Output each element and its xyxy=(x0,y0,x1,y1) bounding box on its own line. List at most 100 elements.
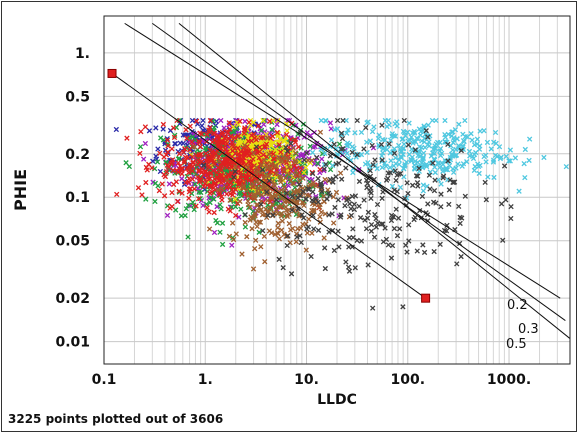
scatter-point xyxy=(227,184,233,190)
scatter-point xyxy=(344,130,350,136)
scatter-point xyxy=(440,168,446,175)
scatter-point xyxy=(240,145,247,151)
scatter-point xyxy=(455,161,461,167)
scatter-point xyxy=(288,140,294,147)
scatter-point xyxy=(271,181,277,188)
scatter-point xyxy=(315,227,322,233)
scatter-point xyxy=(503,197,509,203)
scatter-point xyxy=(171,181,177,188)
scatter-point xyxy=(371,234,378,240)
scatter-series xyxy=(114,117,323,219)
scatter-point xyxy=(179,190,185,196)
scatter-point xyxy=(444,167,451,173)
scatter-point xyxy=(456,121,462,127)
scatter-point xyxy=(198,131,205,137)
scatter-point xyxy=(199,169,205,175)
scatter-point xyxy=(292,172,298,178)
scatter-point xyxy=(235,133,242,139)
scatter-point xyxy=(348,212,355,219)
scatter-point xyxy=(178,168,184,174)
scatter-point xyxy=(339,135,346,142)
scatter-point xyxy=(182,154,189,161)
scatter-point xyxy=(243,162,249,168)
scatter-point xyxy=(469,137,475,143)
scatter-point xyxy=(166,165,172,171)
scatter-point xyxy=(273,197,280,203)
scatter-point xyxy=(398,153,404,160)
scatter-point xyxy=(383,177,390,183)
scatter-point xyxy=(309,207,315,214)
scatter-point xyxy=(413,173,420,179)
scatter-point xyxy=(385,170,391,176)
scatter-point xyxy=(182,146,188,152)
scatter-point xyxy=(317,214,323,220)
scatter-point xyxy=(258,127,265,134)
x-tick-label: 100. xyxy=(391,372,426,388)
scatter-point xyxy=(280,265,286,271)
scatter-point xyxy=(239,251,245,257)
scatter-point xyxy=(248,132,255,139)
scatter-point xyxy=(276,189,282,195)
scatter-point xyxy=(250,181,257,187)
scatter-point xyxy=(317,129,324,135)
scatter-point xyxy=(186,195,192,201)
scatter-point xyxy=(512,155,519,161)
scatter-point xyxy=(379,158,385,165)
scatter-point xyxy=(274,170,280,176)
scatter-point xyxy=(226,120,232,126)
scatter-point xyxy=(507,158,513,164)
scatter-point xyxy=(294,200,301,206)
scatter-point xyxy=(240,183,247,189)
scatter-point xyxy=(462,193,468,199)
scatter-point xyxy=(256,219,262,225)
scatter-point xyxy=(412,147,419,153)
scatter-point xyxy=(232,168,238,175)
y-tick-label: 0.05 xyxy=(55,234,90,250)
scatter-point xyxy=(342,202,348,209)
scatter-point xyxy=(143,164,150,171)
scatter-point xyxy=(409,182,416,188)
iso-line xyxy=(124,22,561,299)
iso-lines xyxy=(111,22,570,339)
scatter-point xyxy=(258,201,264,207)
scatter-point xyxy=(345,196,352,202)
scatter-point xyxy=(403,159,410,165)
scatter-point xyxy=(327,120,334,126)
scatter-point xyxy=(194,121,201,127)
scatter-point xyxy=(301,202,307,209)
scatter-point xyxy=(289,207,295,213)
scatter-point xyxy=(212,181,218,187)
scatter-point xyxy=(233,125,240,132)
scatter-point xyxy=(269,201,275,208)
scatter-point xyxy=(172,141,179,147)
scatter-point xyxy=(388,255,395,261)
scatter-point xyxy=(501,163,508,169)
scatter-point xyxy=(224,191,230,197)
scatter-point xyxy=(229,242,235,248)
scatter-point xyxy=(406,238,412,244)
scatter-point xyxy=(286,211,292,217)
scatter-point xyxy=(246,148,253,154)
scatter-point xyxy=(335,197,341,203)
scatter-point xyxy=(307,132,314,139)
scatter-point xyxy=(165,149,171,155)
scatter-point xyxy=(270,212,276,218)
scatter-point xyxy=(414,180,421,186)
scatter-point xyxy=(351,201,358,208)
scatter-point xyxy=(230,143,237,150)
scatter-point xyxy=(397,170,404,177)
scatter-point xyxy=(237,198,243,205)
scatter-point xyxy=(142,140,149,147)
scatter-point xyxy=(229,187,235,193)
scatter-point xyxy=(217,162,224,169)
scatter-point xyxy=(242,212,248,218)
scatter-point xyxy=(416,144,423,150)
scatter-point xyxy=(454,261,460,267)
x-tick-label: 10. xyxy=(294,372,319,388)
scatter-point xyxy=(251,192,258,198)
scatter-point xyxy=(427,186,433,192)
scatter-point xyxy=(296,159,302,165)
scatter-point xyxy=(328,137,335,143)
plot-border xyxy=(103,15,571,365)
scatter-point xyxy=(361,197,367,203)
